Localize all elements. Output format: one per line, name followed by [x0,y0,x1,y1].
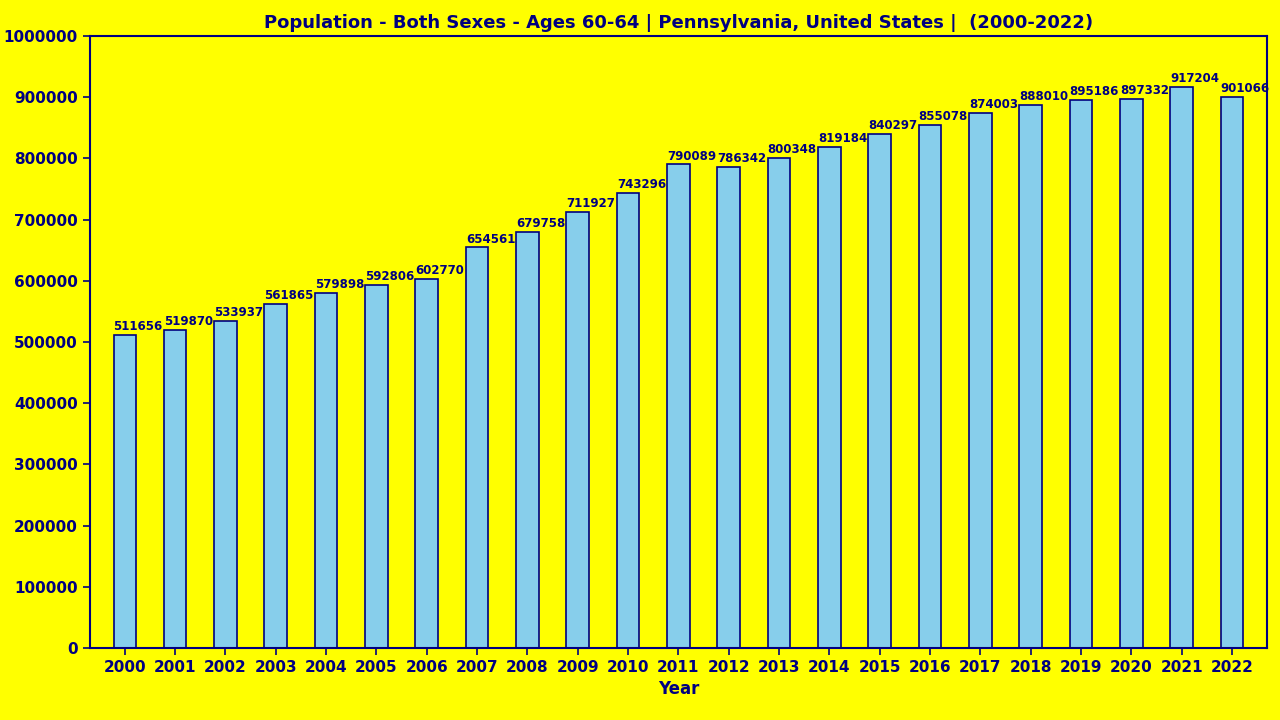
Text: 800348: 800348 [768,143,817,156]
Text: 874003: 874003 [969,98,1018,112]
Bar [868,134,891,648]
Text: 679758: 679758 [516,217,566,230]
Text: 901066: 901066 [1221,81,1270,95]
Bar [567,212,589,648]
Text: 790089: 790089 [667,150,717,163]
Bar [265,304,287,648]
Text: 561865: 561865 [265,289,314,302]
Bar [1019,104,1042,648]
Bar [667,164,690,648]
Text: 917204: 917204 [1170,72,1220,85]
Text: 711927: 711927 [567,197,616,210]
Text: 533937: 533937 [214,307,264,320]
Bar [1070,100,1092,648]
Bar [114,335,136,648]
Bar [768,158,790,648]
Bar [164,330,187,648]
Text: 579898: 579898 [315,278,365,292]
X-axis label: Year: Year [658,680,699,698]
Text: 592806: 592806 [365,271,415,284]
Bar [617,193,640,648]
Text: 855078: 855078 [919,110,968,123]
Bar [1221,96,1243,648]
Text: 743296: 743296 [617,179,666,192]
Bar [818,147,841,648]
Text: 602770: 602770 [416,264,465,277]
Bar [466,248,489,648]
Bar [969,113,992,648]
Text: 819184: 819184 [818,132,868,145]
Text: 888010: 888010 [1019,90,1069,103]
Bar [416,279,438,648]
Text: 654561: 654561 [466,233,515,246]
Bar [315,293,338,648]
Text: 895186: 895186 [1070,85,1119,99]
Text: 519870: 519870 [164,315,212,328]
Title: Population - Both Sexes - Ages 60-64 | Pennsylvania, United States |  (2000-2022: Population - Both Sexes - Ages 60-64 | P… [264,14,1093,32]
Text: 511656: 511656 [114,320,163,333]
Bar [365,285,388,648]
Text: 840297: 840297 [868,119,918,132]
Bar [919,125,941,648]
Text: 786342: 786342 [717,152,767,165]
Bar [1120,99,1143,648]
Bar [1170,86,1193,648]
Text: 897332: 897332 [1120,84,1169,97]
Bar [516,232,539,648]
Bar [717,167,740,648]
Bar [214,321,237,648]
